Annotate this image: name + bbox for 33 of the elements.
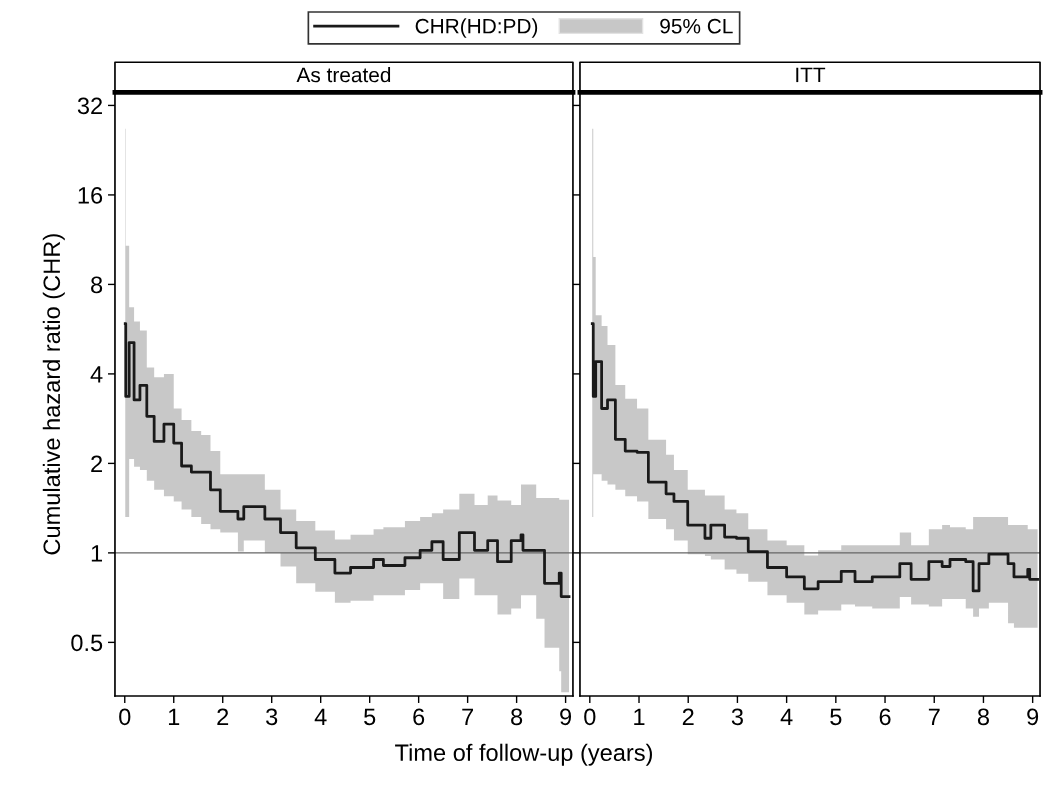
x-tick-label: 1 bbox=[168, 708, 180, 725]
x-tick-label: 4 bbox=[314, 708, 327, 725]
x-tick-label: 9 bbox=[1027, 708, 1039, 726]
x-tick-label: 2 bbox=[682, 708, 694, 725]
x-tick-label: 3 bbox=[731, 708, 743, 726]
y-tick-label: 2 bbox=[91, 455, 102, 472]
x-tick-label: 2 bbox=[217, 708, 229, 725]
x-tick-label: 1 bbox=[634, 708, 645, 725]
x-tick-label: 0 bbox=[584, 708, 596, 726]
x-tick-label: 4 bbox=[780, 708, 793, 725]
y-tick-label: 4 bbox=[90, 366, 103, 383]
y-tick-label: 16 bbox=[78, 186, 103, 204]
y-tick-label: 0.5 bbox=[71, 634, 103, 652]
x-tick-label: 7 bbox=[928, 708, 940, 725]
x-tick-label: 8 bbox=[977, 708, 989, 726]
y-tick-label: 1 bbox=[91, 545, 103, 562]
x-tick-label: 0 bbox=[119, 708, 131, 726]
x-tick-label: 6 bbox=[413, 708, 425, 726]
x-tick-label: 5 bbox=[364, 708, 376, 726]
x-tick-label: 7 bbox=[462, 708, 474, 725]
x-tick-label: 8 bbox=[511, 708, 523, 726]
x-tick-label: 9 bbox=[560, 708, 572, 726]
y-tick-label: 8 bbox=[91, 276, 103, 294]
y-tick-label: 32 bbox=[77, 97, 102, 115]
chart-title: As treated bbox=[296, 66, 391, 83]
x-tick-label: 3 bbox=[266, 708, 278, 726]
text: 95% CL bbox=[660, 18, 733, 34]
chart-title: ITT bbox=[796, 67, 826, 83]
x-axis-title: Time of follow-up (years) bbox=[395, 743, 652, 766]
legend-label: CHR(HD:PD) bbox=[415, 18, 538, 38]
x-tick-label: 6 bbox=[879, 708, 891, 726]
y-axis-title: Cumulative hazard ratio (CHR) bbox=[42, 234, 65, 555]
x-tick-label: 5 bbox=[830, 708, 842, 726]
